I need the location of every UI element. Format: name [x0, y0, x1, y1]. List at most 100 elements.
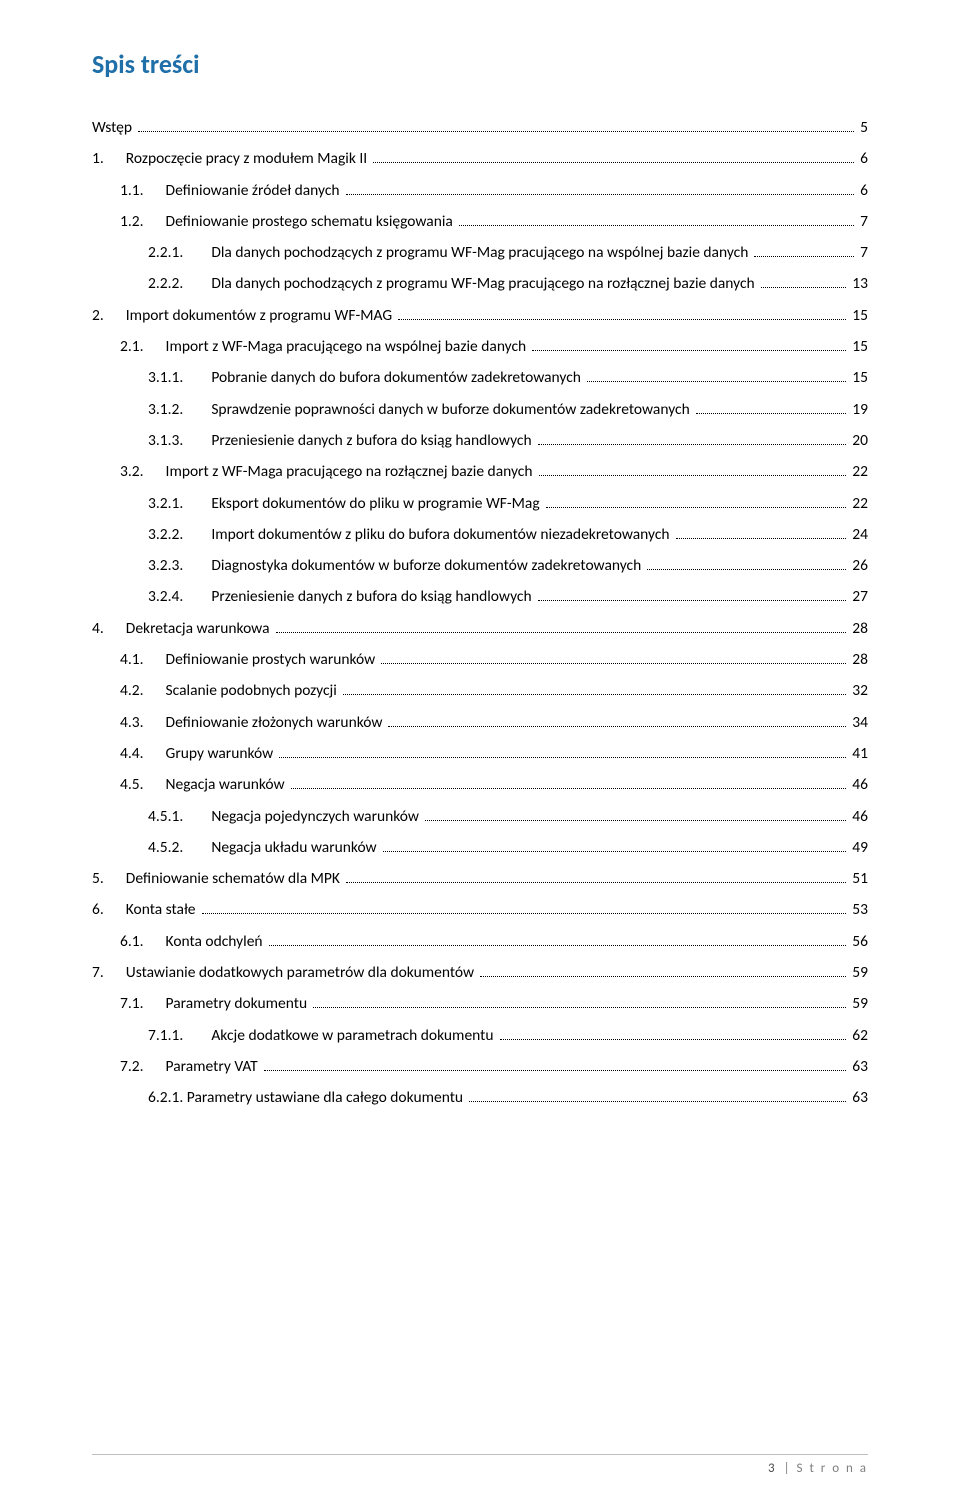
toc-entry[interactable]: 1.1.Definiowanie źródeł danych6 [120, 179, 868, 204]
toc-entry-page: 63 [848, 1055, 868, 1080]
toc-entry[interactable]: 3.2.Import z WF-Maga pracującego na rozł… [120, 460, 868, 485]
toc-entry-label: 3.2.1.Eksport dokumentów do pliku w prog… [148, 492, 544, 517]
toc-entry-number: 3.2. [120, 460, 144, 485]
toc-leader [696, 413, 847, 414]
toc-entry[interactable]: 7.2.Parametry VAT63 [120, 1055, 868, 1080]
toc-entry-text: 6.2.1. Parametry ustawiane dla całego do… [148, 1088, 463, 1107]
toc-entry-text: Negacja układu warunków [211, 838, 376, 857]
toc-entry[interactable]: 3.2.2. Import dokumentów z pliku do bufor… [148, 523, 868, 548]
toc-leader [546, 507, 847, 508]
toc-leader [138, 131, 854, 132]
toc-leader [202, 913, 847, 914]
toc-entry-page: 34 [848, 711, 868, 736]
toc-leader [500, 1039, 847, 1040]
toc-entry-label: 7.Ustawianie dodatkowych parametrów dla … [92, 961, 478, 986]
toc-entry[interactable]: 3.1.3.Przeniesienie danych z bufora do k… [148, 429, 868, 454]
toc-entry-number: 1. [92, 147, 104, 172]
toc-entry-page: 49 [848, 836, 868, 861]
toc-entry[interactable]: 4.1.Definiowanie prostych warunków28 [120, 648, 868, 673]
toc-entry[interactable]: 2.Import dokumentów z programu WF-MAG15 [92, 304, 868, 329]
toc-leader [469, 1101, 846, 1102]
toc-entry-page: 46 [848, 805, 868, 830]
toc-entry-page: 51 [848, 867, 868, 892]
toc-entry[interactable]: 6.Konta stałe53 [92, 898, 868, 923]
toc-entry[interactable]: 4.Dekretacja warunkowa28 [92, 617, 868, 642]
toc-entry[interactable]: 4.5.1.Negacja pojedynczych warunków46 [148, 805, 868, 830]
toc-leader [480, 976, 846, 977]
toc-entry-page: 22 [848, 492, 868, 517]
toc-entry-label: 5.Definiowanie schematów dla MPK [92, 867, 344, 892]
toc-entry[interactable]: 3.2.1.Eksport dokumentów do pliku w prog… [148, 492, 868, 517]
toc-leader [538, 600, 847, 601]
toc-entry[interactable]: 1.Rozpoczęcie pracy z modułem Magik II6 [92, 147, 868, 172]
toc-entry[interactable]: 2.2.1.Dla danych pochodzących z programu… [148, 241, 868, 266]
toc-entry-label: 4.1.Definiowanie prostych warunków [120, 648, 379, 673]
toc-leader [754, 256, 854, 257]
toc-entry-page: 56 [848, 930, 868, 955]
toc-entry[interactable]: 3.2.4. Przeniesienie danych z bufora do k… [148, 585, 868, 610]
toc-entry[interactable]: 3.1.1.Pobranie danych do bufora dokument… [148, 366, 868, 391]
toc-entry[interactable]: 2.2.2.Dla danych pochodzących z programu… [148, 272, 868, 297]
toc-entry[interactable]: 4.2.Scalanie podobnych pozycji32 [120, 679, 868, 704]
toc-entry-page: 28 [848, 617, 868, 642]
toc-entry[interactable]: 5.Definiowanie schematów dla MPK 51 [92, 867, 868, 892]
toc-entry-label: 2.2.1.Dla danych pochodzących z programu… [148, 241, 752, 266]
toc-entry-page: 5 [856, 116, 868, 141]
footer-label: | [784, 1461, 797, 1476]
toc-entry-number: 3.1.2. [148, 398, 183, 423]
toc-entry-page: 19 [848, 398, 868, 423]
toc-entry[interactable]: 6.2.1. Parametry ustawiane dla całego do… [148, 1086, 868, 1111]
toc-entry[interactable]: 3.2.3. Diagnostyka dokumentów w buforze d… [148, 554, 868, 579]
toc-entry-page: 22 [848, 460, 868, 485]
toc-entry[interactable]: 7.1.1.Akcje dodatkowe w parametrach doku… [148, 1024, 868, 1049]
toc-entry-label: 3.1.2.Sprawdzenie poprawności danych w b… [148, 398, 694, 423]
toc-leader [346, 194, 855, 195]
toc-entry-label: 4.3.Definiowanie złożonych warunków [120, 711, 386, 736]
toc-leader [676, 538, 847, 539]
toc-entry-page: 63 [848, 1086, 868, 1111]
toc-entry-text: Scalanie podobnych pozycji [166, 681, 337, 700]
toc-entry-label: Wstęp [92, 116, 136, 141]
toc-entry-page: 46 [848, 773, 868, 798]
toc-entry[interactable]: 4.5.Negacja warunków46 [120, 773, 868, 798]
toc-entry[interactable]: 1.2.Definiowanie prostego schematu księg… [120, 210, 868, 235]
toc-leader [264, 1070, 847, 1071]
footer-page-number: 3 [768, 1461, 775, 1476]
toc-entry-text: Konta stałe [126, 900, 196, 919]
toc-entry-label: 4.5.2.Negacja układu warunków [148, 836, 381, 861]
toc-entry-number: 3.2.3. [148, 554, 183, 579]
toc-entry-number: 3.2.4. [148, 585, 183, 610]
toc-entry[interactable]: 7.1.Parametry dokumentu59 [120, 992, 868, 1017]
toc-entry-number: 3.1.1. [148, 366, 183, 391]
toc-entry-page: 27 [848, 585, 868, 610]
toc-entry-text: Diagnostyka dokumentów w buforze dokumen… [211, 556, 641, 575]
toc-entry-page: 41 [848, 742, 868, 767]
toc-entry-number: 4.2. [120, 679, 144, 704]
toc-entry-text: Import dokumentów z pliku do bufora doku… [211, 525, 669, 544]
toc-entry[interactable]: 4.3.Definiowanie złożonych warunków 34 [120, 711, 868, 736]
toc-entry-text: Konta odchyleń [166, 932, 263, 951]
toc-entry-number: 3.2.2. [148, 523, 183, 548]
toc-entry-text: Przeniesienie danych z bufora do ksiąg h… [211, 587, 531, 606]
toc-leader [761, 287, 847, 288]
toc-entry-number: 6.1. [120, 930, 144, 955]
toc-entry-text: Negacja pojedynczych warunków [211, 807, 419, 826]
toc-entry[interactable]: 4.4.Grupy warunków41 [120, 742, 868, 767]
toc-entry-number: 1.2. [120, 210, 144, 235]
toc-entry-number: 6. [92, 898, 104, 923]
toc-entry-number: 5. [92, 867, 104, 892]
toc-entry[interactable]: 3.1.2.Sprawdzenie poprawności danych w b… [148, 398, 868, 423]
toc-entry-label: 2.Import dokumentów z programu WF-MAG [92, 304, 396, 329]
toc-entry-number: 3.2.1. [148, 492, 183, 517]
toc-entry[interactable]: 2.1.Import z WF-Maga pracującego na wspó… [120, 335, 868, 360]
toc-entry[interactable]: 6.1. Konta odchyleń 56 [120, 930, 868, 955]
toc-entry-text: Dla danych pochodzących z programu WF-Ma… [211, 274, 754, 293]
toc-entry[interactable]: 4.5.2.Negacja układu warunków 49 [148, 836, 868, 861]
toc-entry-label: 7.1.Parametry dokumentu [120, 992, 311, 1017]
toc-entry-number: 7. [92, 961, 104, 986]
toc-entry-page: 6 [856, 179, 868, 204]
toc-entry-page: 13 [848, 272, 868, 297]
toc-entry-text: Dekretacja warunkowa [126, 619, 270, 638]
toc-entry[interactable]: Wstęp 5 [92, 116, 868, 141]
toc-entry[interactable]: 7.Ustawianie dodatkowych parametrów dla … [92, 961, 868, 986]
